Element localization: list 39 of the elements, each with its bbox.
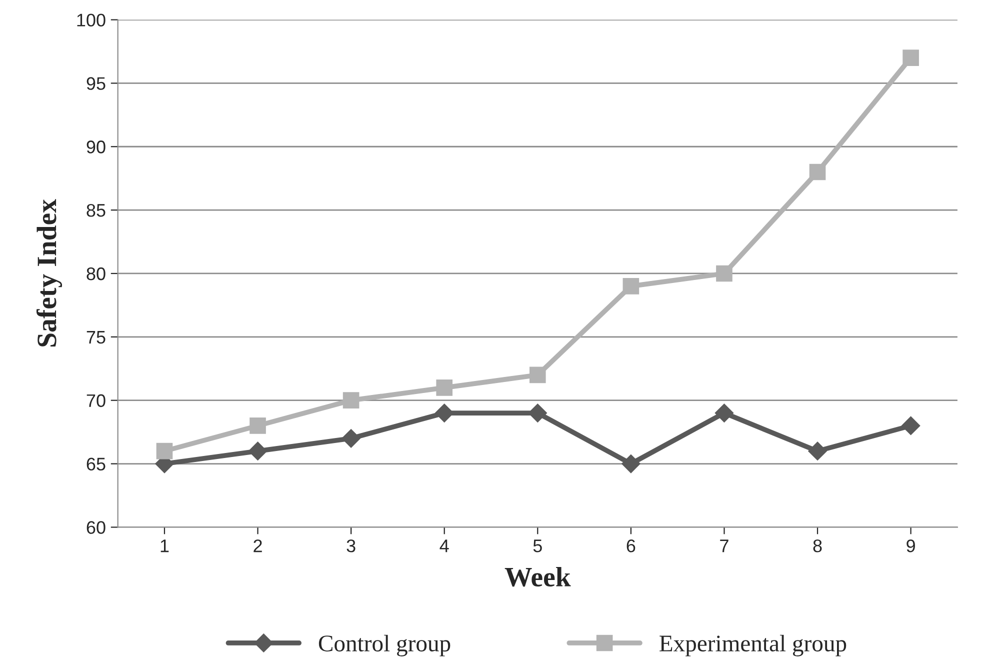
- point: [342, 392, 360, 408]
- y-tick-label: 60: [86, 521, 106, 534]
- point: [156, 442, 173, 460]
- point: [622, 454, 640, 474]
- legend-label: Control group: [318, 634, 450, 656]
- point: [714, 404, 734, 422]
- x-tick-label: 6: [626, 539, 636, 552]
- x-axis-title: Week: [504, 566, 571, 587]
- y-tick-label: 85: [86, 204, 106, 217]
- point: [342, 429, 360, 448]
- legend-label: Experimental group: [660, 634, 846, 656]
- x-tick-label: 8: [813, 539, 822, 552]
- point: [434, 404, 454, 422]
- point: [902, 50, 919, 66]
- x-tick-label: 3: [346, 539, 356, 552]
- y-tick-label: 65: [86, 458, 106, 470]
- point: [529, 366, 546, 384]
- x-tick-label: 5: [533, 540, 542, 552]
- point: [528, 404, 548, 422]
- point: [716, 265, 732, 282]
- point: [901, 416, 920, 436]
- y-tick-label: 80: [86, 267, 106, 280]
- y-tick-label: 70: [86, 394, 106, 408]
- y-tick-label: 90: [86, 140, 106, 154]
- point: [436, 380, 453, 396]
- y-tick-label: 75: [86, 331, 106, 344]
- point: [809, 164, 826, 180]
- y-tick-label: 100: [77, 14, 106, 26]
- x-tick-label: 9: [906, 539, 915, 552]
- point: [248, 442, 268, 460]
- y-tick-label: 95: [86, 77, 106, 90]
- x-tick-label: 7: [720, 540, 728, 552]
- x-tick-label: 1: [160, 540, 169, 552]
- point: [622, 278, 640, 294]
- point: [808, 442, 827, 460]
- x-tick-label: 4: [440, 540, 449, 552]
- y-axis-title: Safety Index: [36, 199, 62, 346]
- x-tick-label: 2: [254, 539, 262, 552]
- point: [250, 418, 266, 434]
